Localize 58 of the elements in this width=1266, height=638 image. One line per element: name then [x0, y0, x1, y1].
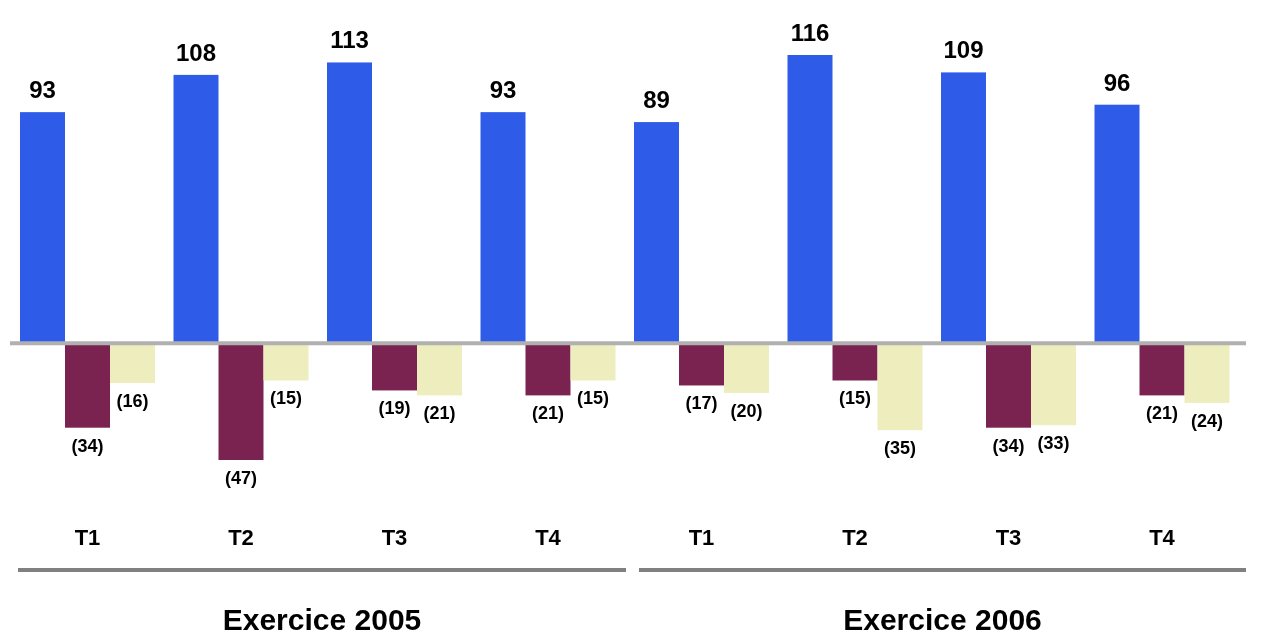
bar [570, 343, 616, 381]
data-label: (34) [71, 435, 104, 456]
text: Exercice 2005 [222, 603, 422, 636]
bar [877, 343, 923, 431]
data-label: (47) [224, 468, 258, 488]
data-label: (20) [730, 400, 763, 421]
data-label: 96 [1103, 68, 1131, 96]
data-label: (33) [1037, 433, 1070, 454]
data-label: 113 [330, 26, 369, 54]
data-label: (15) [576, 388, 610, 409]
data-label: 108 [175, 38, 217, 66]
bar [1184, 343, 1230, 403]
data-label: 93 [29, 76, 56, 104]
x-tick-label: T4 [1149, 525, 1176, 550]
bar [986, 343, 1031, 428]
bar [20, 112, 65, 344]
data-label: (21) [531, 403, 565, 424]
bar [832, 343, 878, 381]
text: Exercice 2006 [843, 603, 1042, 636]
bar [1139, 343, 1185, 396]
bar [941, 72, 986, 344]
bar [372, 343, 417, 391]
bar [65, 343, 110, 428]
x-tick-label: T3 [381, 525, 408, 550]
data-label: 93 [489, 76, 517, 104]
bar [1094, 104, 1140, 344]
data-label: (16) [116, 390, 149, 411]
bar [525, 343, 571, 396]
data-label: 89 [643, 86, 670, 114]
bar [218, 343, 264, 460]
bar [263, 343, 309, 381]
data-label: (19) [378, 398, 411, 419]
data-label: (15) [269, 388, 303, 409]
x-tick-label: T3 [995, 525, 1022, 550]
bar [480, 112, 526, 344]
bar [173, 74, 219, 344]
data-label: (17) [685, 393, 718, 414]
x-tick-label: T2 [228, 525, 254, 550]
x-tick-label: T1 [74, 525, 101, 550]
x-tick-label: T2 [842, 525, 868, 550]
data-label: (34) [992, 435, 1025, 456]
data-label: 109 [943, 36, 984, 64]
bar [417, 343, 462, 396]
bar [634, 122, 679, 344]
data-label: 116 [790, 19, 830, 46]
bar [1031, 343, 1076, 426]
bar [679, 343, 724, 386]
data-label: (21) [423, 403, 456, 424]
bar [327, 62, 372, 344]
x-tick-label: T1 [688, 525, 715, 550]
x-tick-label: T4 [535, 525, 562, 550]
bar [787, 55, 833, 344]
data-label: (21) [1145, 403, 1179, 424]
data-label: (15) [838, 388, 872, 409]
bar [724, 343, 769, 393]
data-label: (35) [883, 438, 917, 459]
data-label: (24) [1190, 410, 1224, 431]
bar [110, 343, 155, 383]
